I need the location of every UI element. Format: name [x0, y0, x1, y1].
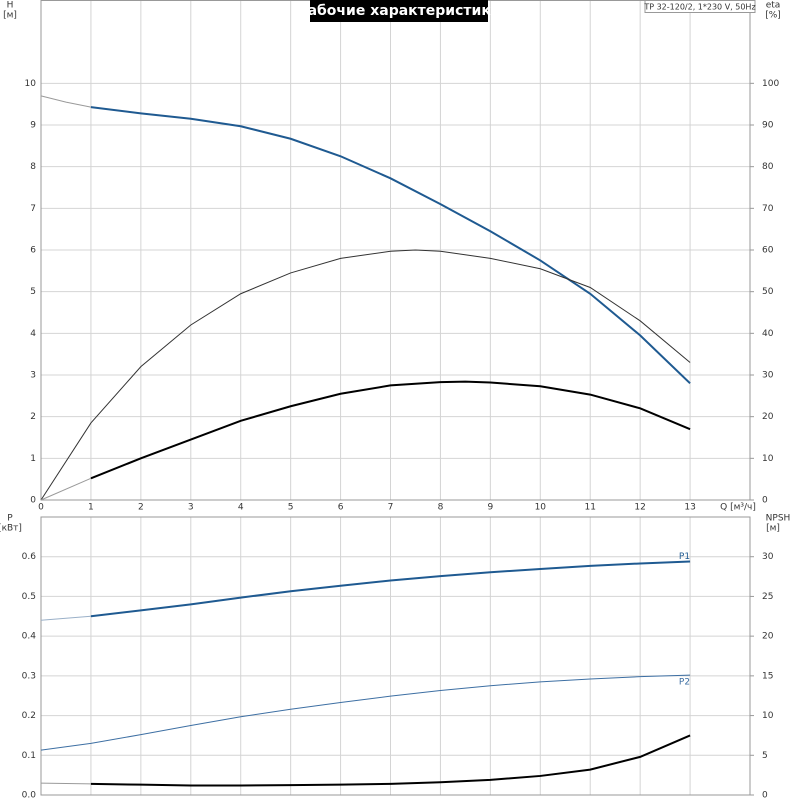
x-label: Q [м³/ч] — [720, 503, 756, 513]
series-label: P2 — [679, 678, 690, 688]
series-line — [90, 560, 691, 618]
y2-tick-label: 60 — [762, 246, 774, 256]
y-tick-label: 9 — [30, 121, 36, 131]
y2-tick-label: 40 — [762, 329, 774, 339]
y-label: P — [7, 514, 13, 524]
x-tick-label: 4 — [238, 503, 244, 513]
y-tick-label: 0.5 — [22, 592, 36, 602]
y2-tick-label: 15 — [762, 671, 773, 681]
series-line — [40, 477, 92, 501]
series-line — [90, 106, 691, 385]
y-tick-label: 0 — [30, 496, 36, 506]
y-tick-label: 0.1 — [22, 751, 36, 761]
series-line — [40, 674, 691, 751]
pump-note: TP 32-120/2, 1*230 V, 50Hz — [643, 3, 755, 12]
y2-tick-label: 30 — [762, 371, 774, 381]
y2-tick-label: 0 — [762, 496, 768, 506]
x-tick-label: 5 — [288, 503, 294, 513]
y-tick-label: 8 — [30, 162, 36, 172]
y-tick-label: 2 — [30, 412, 36, 422]
series-line — [90, 734, 691, 787]
x-tick-label: 1 — [88, 503, 94, 513]
y2-tick-label: 20 — [762, 412, 774, 422]
y-tick-label: 6 — [30, 246, 36, 256]
y-tick-label: 4 — [30, 329, 36, 339]
y2-tick-label: 100 — [762, 79, 779, 89]
series-line — [40, 95, 92, 108]
y-tick-label: 5 — [30, 287, 36, 297]
series-line — [40, 615, 91, 621]
x-tick-label: 11 — [584, 503, 595, 513]
series-line — [40, 249, 691, 501]
title-box — [310, 0, 488, 22]
series-line — [90, 380, 691, 480]
y-tick-label: 3 — [30, 371, 36, 381]
y-tick-label: 7 — [30, 204, 36, 214]
y-tick-label: 0.0 — [22, 791, 37, 800]
series-line — [40, 782, 91, 785]
x-tick-label: 12 — [634, 503, 645, 513]
x-tick-label: 7 — [388, 503, 394, 513]
y-tick-label: 0.3 — [22, 671, 36, 681]
chart-title: Рабочие характеристики — [297, 3, 500, 19]
x-tick-label: 10 — [535, 503, 547, 513]
y2-tick-label: 70 — [762, 204, 774, 214]
y2-tick-label: 80 — [762, 162, 774, 172]
y-tick-label: 0.4 — [22, 632, 37, 642]
y2-tick-label: 20 — [762, 632, 774, 642]
y-tick-label: 0.6 — [22, 552, 37, 562]
x-tick-label: 13 — [684, 503, 695, 513]
x-tick-label: 2 — [138, 503, 144, 513]
y2-tick-label: 30 — [762, 552, 774, 562]
y-label: H — [7, 1, 14, 11]
x-tick-label: 0 — [38, 503, 44, 513]
y2-tick-label: 10 — [762, 711, 774, 721]
y2-tick-label: 25 — [762, 592, 773, 602]
y2-label: NPSH — [766, 514, 791, 524]
note-box — [644, 0, 756, 13]
y2-label-unit: [м] — [766, 524, 780, 534]
plot-frame — [40, 516, 751, 796]
y2-tick-label: 90 — [762, 121, 774, 131]
y2-tick-label: 10 — [762, 454, 774, 464]
y-tick-label: 1 — [30, 454, 36, 464]
x-tick-label: 8 — [438, 503, 444, 513]
y-tick-label: 10 — [25, 79, 37, 89]
y-label-unit: [кВт] — [0, 524, 22, 534]
x-tick-label: 3 — [188, 503, 194, 513]
y2-tick-label: 50 — [762, 287, 774, 297]
y2-label-unit: [%] — [765, 11, 781, 21]
series-label: P1 — [679, 552, 690, 562]
x-tick-label: 6 — [338, 503, 344, 513]
y2-label: eta — [766, 1, 781, 11]
y2-tick-label: 0 — [762, 791, 768, 800]
y-tick-label: 0.2 — [22, 711, 36, 721]
y-label-unit: [м] — [3, 11, 17, 21]
y2-tick-label: 5 — [762, 751, 768, 761]
x-tick-label: 9 — [487, 503, 493, 513]
